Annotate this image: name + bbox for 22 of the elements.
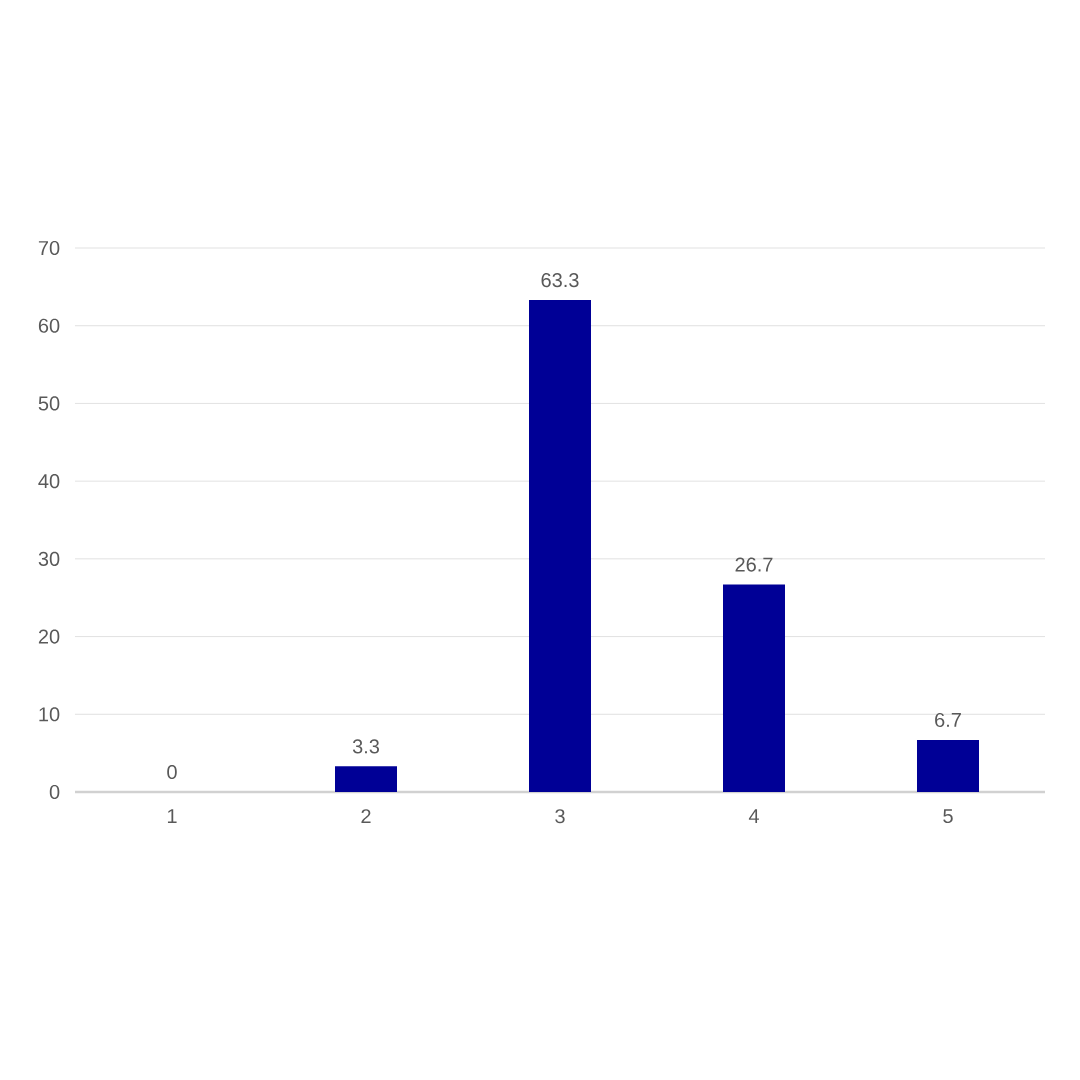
x-tick-label: 5 [943, 809, 953, 824]
bar [723, 584, 785, 792]
data-label: 0 [167, 764, 177, 780]
data-label: 3.3 [352, 739, 380, 754]
x-tick-label: 3 [555, 809, 565, 824]
data-label: 6.7 [935, 712, 961, 728]
y-tick-label: 10 [39, 707, 60, 722]
y-tick-label: 40 [38, 474, 60, 489]
y-tick-label: 0 [49, 784, 60, 800]
y-tick-label: 50 [38, 396, 60, 411]
x-tick-label: 4 [748, 809, 759, 823]
x-tick-label: 1 [167, 809, 177, 823]
y-tick-label: 70 [38, 240, 60, 256]
y-tick-label: 60 [38, 318, 60, 333]
y-tick-label: 20 [38, 629, 60, 644]
bar [917, 739, 979, 792]
x-tick-label: 2 [361, 809, 371, 824]
y-tick-label: 30 [38, 551, 60, 566]
bar [335, 766, 397, 792]
data-label: 63.3 [541, 273, 579, 288]
bar [529, 300, 591, 792]
data-label: 26.7 [735, 557, 773, 572]
